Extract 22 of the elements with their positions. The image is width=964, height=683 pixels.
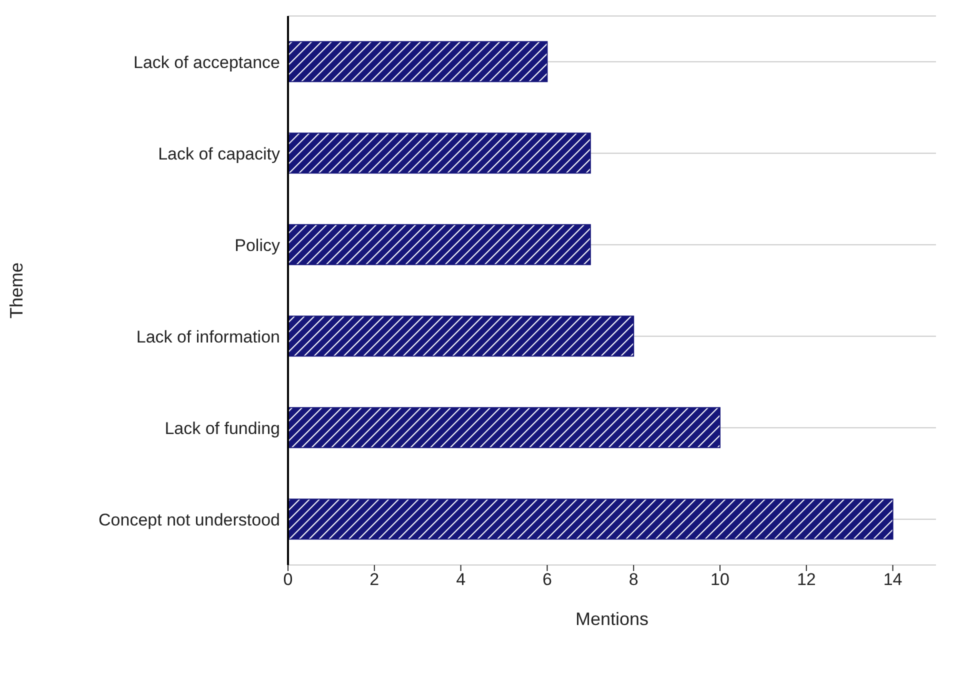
x-tick-label: 10 (710, 570, 730, 590)
x-tick-label: 2 (370, 570, 380, 590)
bar (288, 41, 548, 82)
y-tick-label: Concept not understood (98, 510, 280, 530)
x-tick-label: 14 (883, 570, 902, 590)
bar (288, 132, 591, 174)
y-tick-label: Lack of capacity (158, 144, 280, 164)
x-tick-label: 8 (628, 570, 638, 590)
x-tick-label: 0 (283, 570, 293, 590)
y-tick-label: Lack of funding (164, 418, 280, 438)
y-tick-label: Lack of information (136, 327, 280, 346)
x-tick-label: 4 (456, 570, 466, 590)
bar (288, 407, 720, 448)
bar (288, 316, 634, 357)
y-axis-title: Theme (6, 262, 26, 319)
x-axis-title: Mentions (575, 609, 649, 629)
x-tick-label: 6 (542, 570, 552, 590)
x-tick-label: 12 (796, 570, 816, 590)
bar (288, 498, 894, 540)
y-tick-label: Policy (234, 236, 280, 255)
bar (288, 224, 591, 266)
y-tick-label: Lack of acceptance (134, 52, 280, 72)
